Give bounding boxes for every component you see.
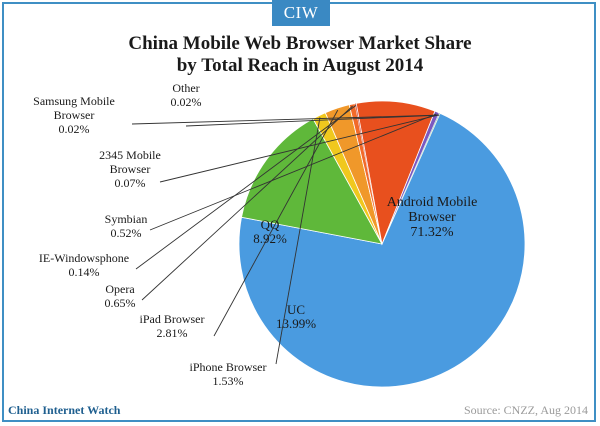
slice-name-ie: IE-Windowsphone	[39, 251, 129, 265]
slice-name-android: Android Mobile	[387, 195, 478, 210]
slice-name-uc: UC	[287, 302, 305, 317]
slice-name-other: Other	[172, 81, 199, 95]
leader-line-other	[185, 114, 440, 127]
slice-name-qq: QQ	[261, 217, 280, 232]
slice-value-qq: 8.92%	[253, 231, 287, 246]
slice-value-other: 0.02%	[171, 95, 202, 109]
leader-line-samsung	[131, 114, 440, 125]
slice-name-opera: Opera	[105, 282, 135, 296]
slice-name-b2345: 2345 Mobile	[99, 148, 161, 162]
leader-line-symbian	[149, 113, 437, 231]
pie-slice-android	[238, 112, 526, 388]
footer-source: Source: CNZZ, Aug 2014	[464, 403, 588, 417]
slice-name-iphone: iPhone Browser	[190, 360, 267, 374]
slice-label-qq: QQ8.92%	[253, 217, 287, 246]
slice-value-opera: 0.65%	[105, 296, 136, 310]
slice-name-symbian: Symbian	[105, 212, 148, 226]
leader-line-ie	[135, 105, 357, 270]
slice-name-b2345: Browser	[110, 162, 151, 176]
leader-line-iphone	[275, 117, 321, 365]
chart-title: China Mobile Web Browser Market Share by…	[0, 33, 600, 77]
pie-slice-qq	[355, 100, 436, 246]
slice-name-samsung: Samsung Mobile	[33, 94, 115, 108]
pie-slice-uc	[241, 118, 383, 245]
leader-line-opera	[141, 105, 353, 301]
chart-title-line-2: by Total Reach in August 2014	[176, 55, 424, 76]
slice-name-android: Browser	[408, 210, 456, 225]
slice-value-uc: 13.99%	[276, 316, 316, 331]
slice-name-ipad: iPad Browser	[140, 312, 205, 326]
chart-title-line-1: China Mobile Web Browser Market Share	[128, 33, 472, 54]
footer-brand: China Internet Watch	[8, 403, 121, 417]
slice-value-ipad: 2.81%	[157, 326, 188, 340]
slice-value-samsung: 0.02%	[59, 122, 90, 136]
leader-line-ipad	[213, 109, 339, 337]
leader-line-b2345	[159, 114, 439, 183]
slice-value-ie: 0.14%	[69, 265, 100, 279]
slice-value-symbian: 0.52%	[111, 226, 142, 240]
slice-value-iphone: 1.53%	[213, 374, 244, 388]
slice-value-b2345: 0.07%	[115, 176, 146, 190]
slice-name-samsung: Browser	[54, 108, 95, 122]
pie-slice-other	[381, 113, 441, 245]
ciw-logo: CIW	[272, 0, 330, 26]
slice-value-android: 71.32%	[410, 225, 454, 240]
